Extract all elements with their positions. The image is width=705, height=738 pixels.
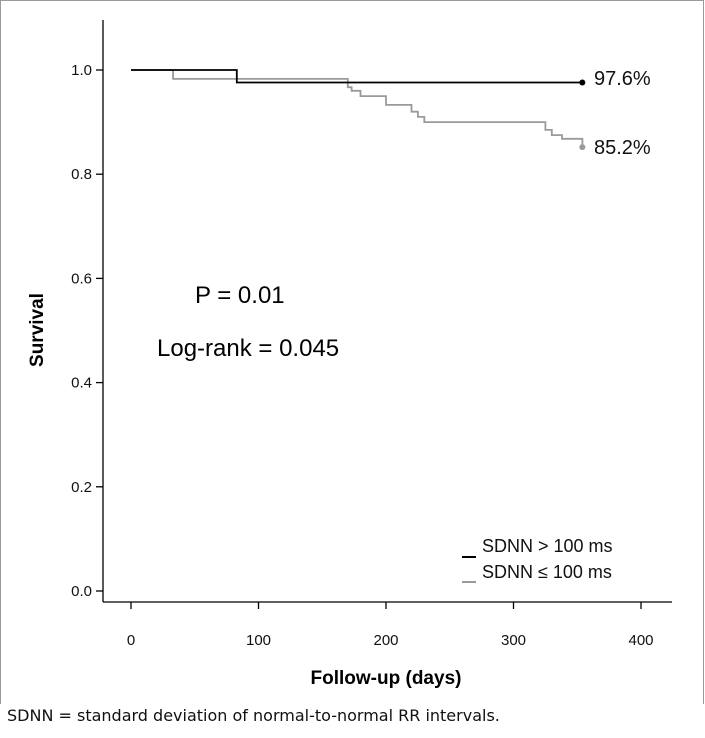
series-line-sdnn-low — [131, 69, 584, 148]
series-line-sdnn-high — [131, 69, 583, 84]
figure-frame — [0, 0, 704, 704]
legend: SDNN > 100 ms SDNN ≤ 100 ms — [462, 536, 613, 583]
y-tick-label: 0.6 — [71, 270, 92, 287]
km-chart: 0.0 0.2 0.4 0.6 0.8 1.0 0 100 200 300 400 Follow-… — [27, 20, 672, 689]
y-tick-label: 0.4 — [71, 375, 92, 392]
p-value-annotation: P = 0.01 — [195, 282, 285, 309]
y-tick-label: 1.0 — [71, 62, 92, 79]
y-tick-label: 0.2 — [71, 479, 92, 496]
legend-label-sdnn-low: SDNN ≤ 100 ms — [482, 562, 612, 582]
x-axis-title: Follow-up (days) — [311, 668, 462, 689]
y-axis-ticks: 0.0 0.2 0.4 0.6 0.8 1.0 — [71, 62, 103, 600]
series-layer — [131, 69, 586, 151]
y-axis-title: Survival — [27, 293, 48, 367]
x-tick-label: 200 — [373, 632, 398, 649]
x-tick-label: 100 — [246, 632, 271, 649]
end-label-sdnn-low: 85.2% — [594, 137, 651, 159]
y-tick-label: 0.0 — [71, 583, 92, 600]
y-tick-label: 0.8 — [71, 166, 92, 183]
series-end-point-sdnn-high — [579, 79, 586, 86]
x-tick-label: 400 — [628, 632, 653, 649]
x-axis-ticks: 0 100 200 300 400 — [127, 602, 654, 649]
series-end-point-sdnn-low — [579, 144, 586, 151]
x-tick-label: 0 — [127, 632, 135, 649]
legend-label-sdnn-high: SDNN > 100 ms — [482, 536, 613, 556]
end-label-sdnn-high: 97.6% — [594, 68, 651, 90]
log-rank-annotation: Log-rank = 0.045 — [157, 335, 339, 362]
x-tick-label: 300 — [501, 632, 526, 649]
figure-caption: SDNN = standard deviation of normal-to-n… — [7, 706, 500, 725]
